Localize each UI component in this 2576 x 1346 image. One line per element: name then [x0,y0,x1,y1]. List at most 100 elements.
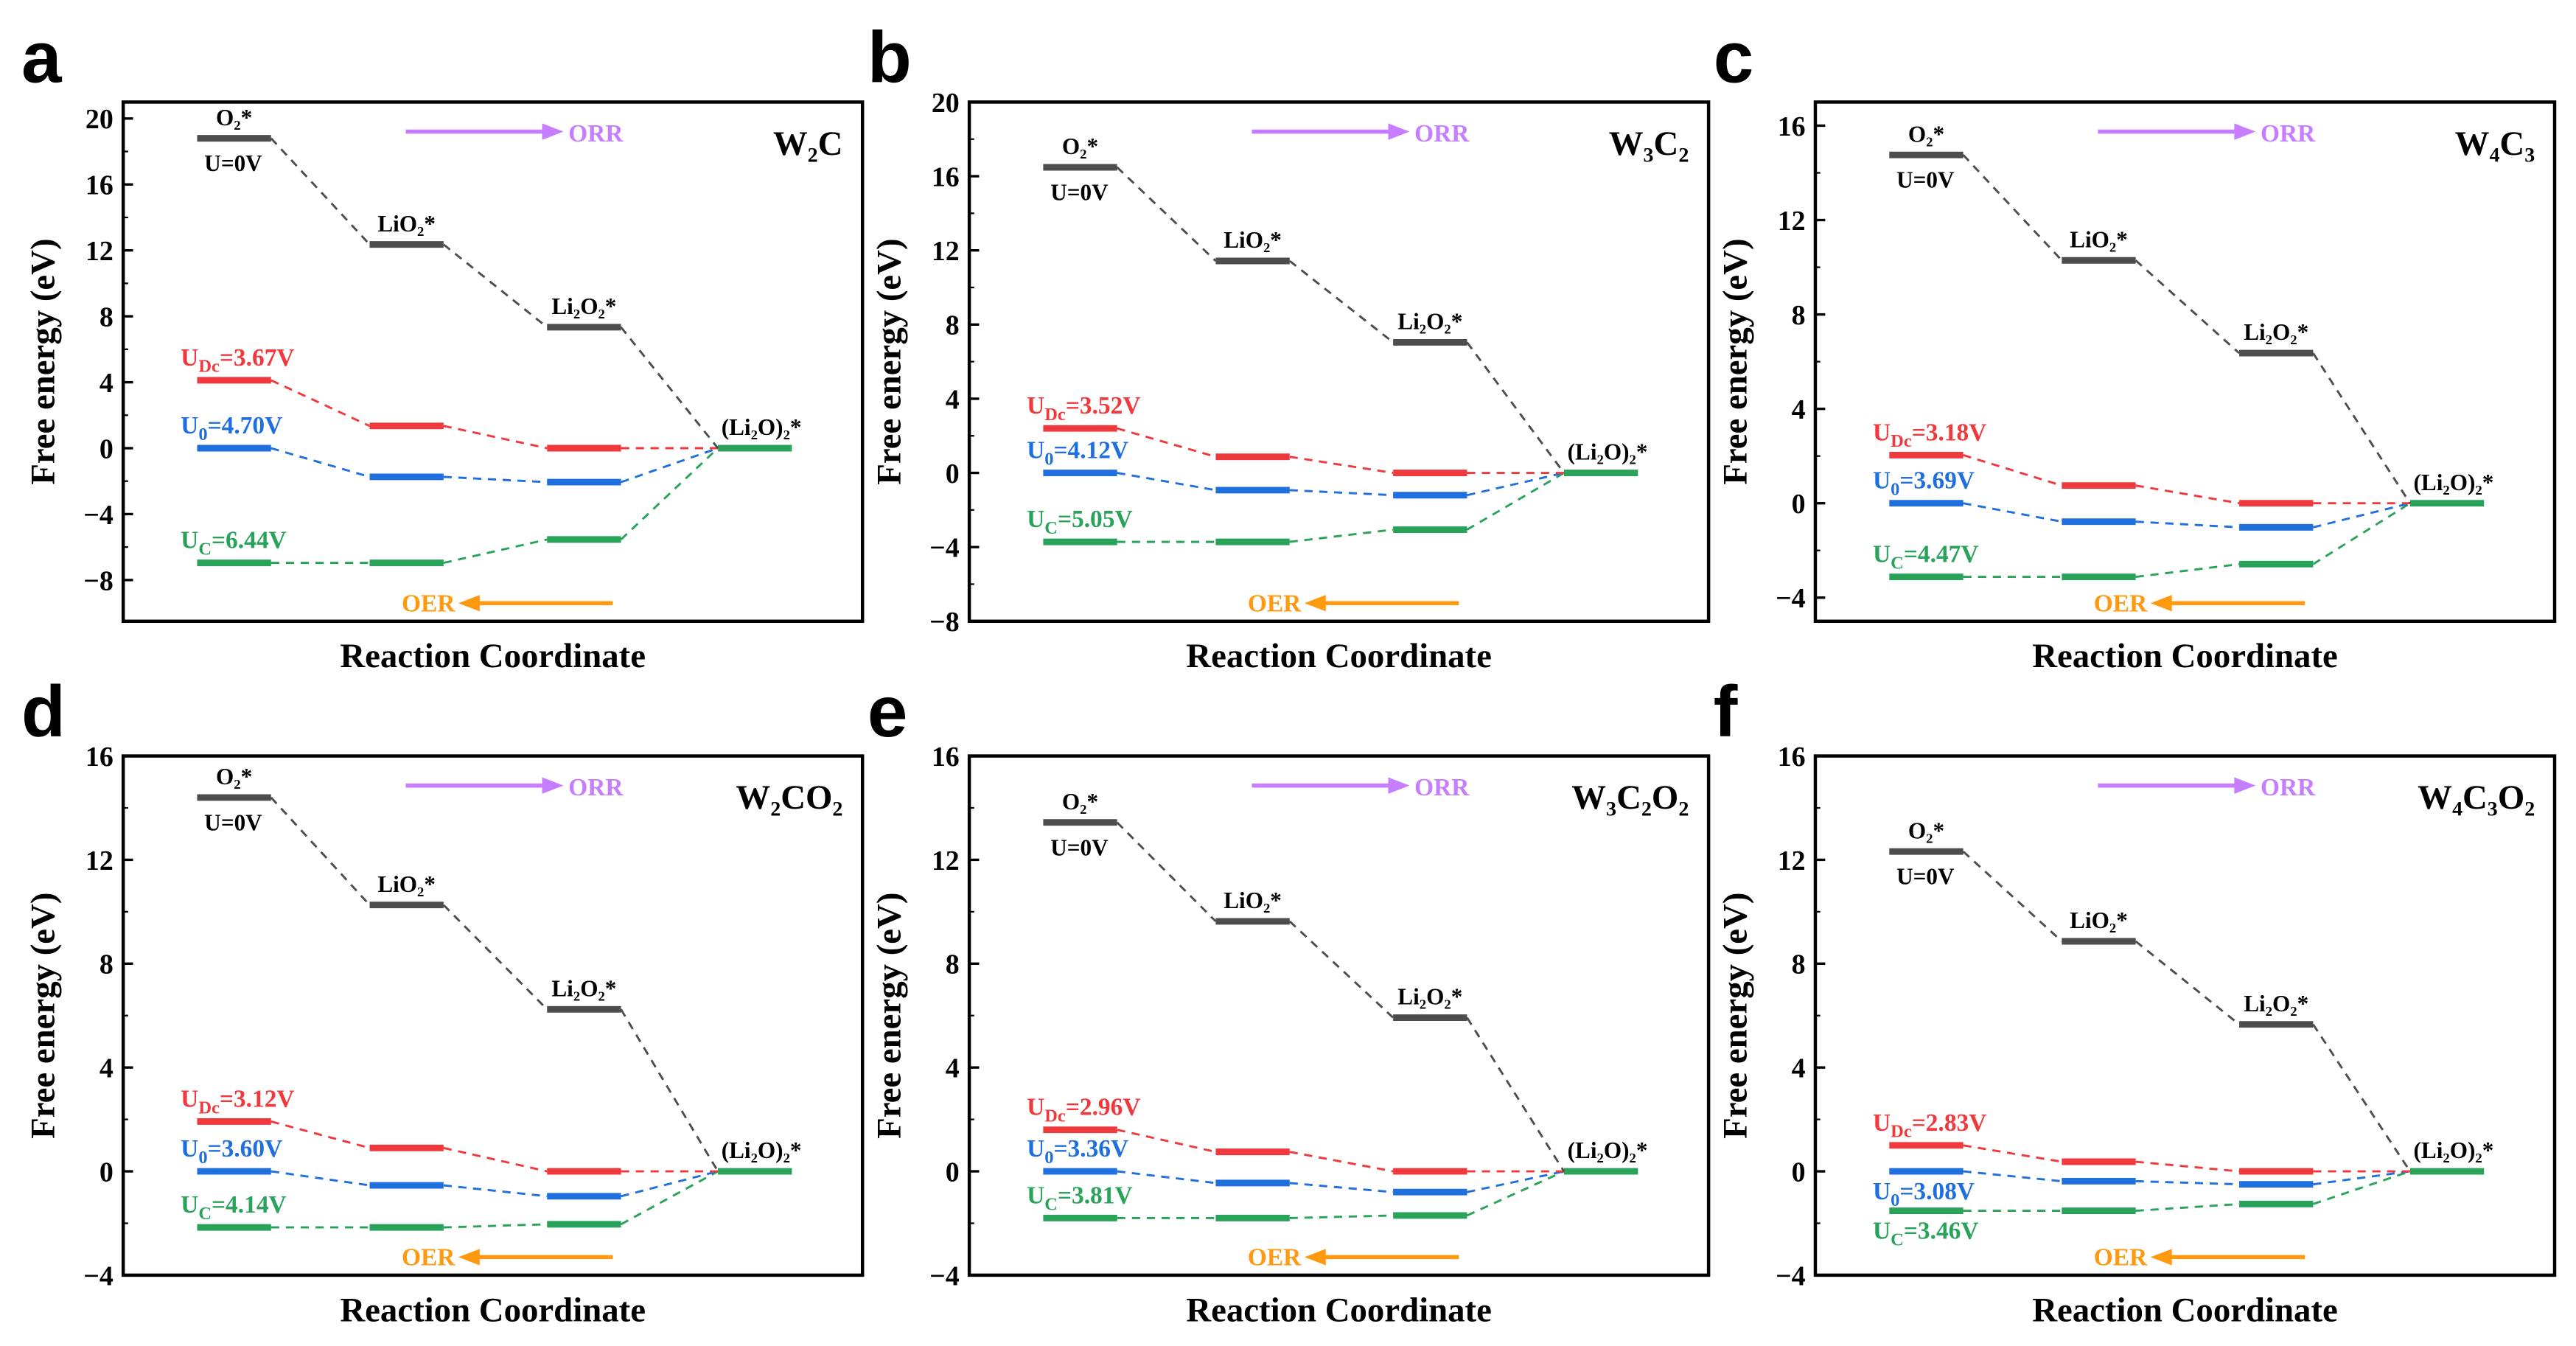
series-Dc: UDc=3.67V [181,344,719,452]
y-tick-label: 8 [1792,949,1806,980]
y-tick-label: 4 [1792,394,1806,425]
potential-label: UC=5.05V [1027,506,1133,538]
y-tick-label: 0 [100,433,114,464]
y-tick-label: 16 [1778,111,1806,142]
potential-label: U0=4.12V [1027,436,1128,469]
oer-label: OER [402,590,455,617]
series-u0v: U=0V [1043,819,1566,1172]
connector [2135,1202,2240,1213]
connector [2135,259,2241,355]
step-label: (Li₂O)₂* [1568,439,1648,465]
series-0: U0=3.08V [1873,1168,2411,1210]
orr-arrowhead [542,123,564,140]
step-label: Li₂O₂* [551,293,616,319]
connector [1963,1144,2062,1163]
oer-label: OER [402,1244,455,1272]
step-label: Li₂O₂* [1397,984,1462,1010]
potential-subscript: Dc [1044,1106,1066,1126]
potential-subscript: Dc [1891,431,1912,451]
series-u0v: U=0V [1043,164,1566,474]
panel-letter: b [868,17,912,98]
connector [443,538,548,565]
y-tick-label: −4 [83,500,114,531]
oer-arrowhead [2150,595,2172,612]
potential-label: U=0V [204,150,262,176]
series-u0v: U=0V [1889,848,2412,1172]
step-label: LiO₂* [377,211,436,237]
step-label: (Li₂O)₂* [722,414,802,440]
y-tick-label: 0 [1792,489,1806,520]
potential-subscript: 0 [198,425,207,444]
y-axis-label: Free energy (eV) [870,893,908,1139]
series-0: U0=4.70V [181,412,719,486]
oer-label: OER [1248,590,1302,617]
y-tick-label: 16 [932,161,960,192]
connector [1116,821,1217,922]
connector [1963,502,2062,523]
connector [1116,166,1217,262]
y-axis-label: Free energy (eV) [870,238,908,484]
series-0: U0=3.36V [1027,1135,1565,1196]
panel-b: b −8 −4 0 4 8 12 16 20 Free energy (eV) Reaction C… [868,17,1711,675]
y-tick-label: 16 [85,742,114,773]
potential-label: U0=3.69V [1873,467,1975,500]
potential-subscript: C [1044,1194,1058,1214]
panel-letter: c [1714,17,1754,98]
potential-value: =4.12V [1053,436,1128,464]
y-tick-label: 0 [946,458,960,489]
step-label: LiO₂* [1224,888,1282,913]
potential-subscript: C [198,539,212,559]
y-tick-label: −4 [1776,583,1806,614]
x-axis-label: Reaction Coordinate [1186,637,1492,675]
connector [620,1008,719,1172]
potential-label: UDc=2.83V [1873,1109,1986,1142]
oer-arrowhead [458,1249,480,1266]
series-C: UC=3.81V [1027,1168,1638,1221]
connector [270,1120,370,1149]
potential-label: U=0V [204,809,262,835]
connector [2312,1170,2411,1205]
potential-subscript: Dc [1044,405,1066,425]
panel-d: d −4 0 4 8 12 16 Free energy (eV) Reaction Coord… [21,671,865,1329]
potential-label: U=0V [1896,167,1955,193]
potential-value: =3.08V [1899,1178,1975,1205]
panel-title: W₃C₂O₂ [1571,778,1689,817]
oer-label: OER [1248,1244,1302,1272]
potential-subscript: C [198,1204,212,1224]
connector [2135,520,2240,529]
potential-label: UC=6.44V [181,527,287,559]
panel-e: e −4 0 4 8 12 16 Free energy (eV) Reaction Coord… [868,671,1711,1329]
potential-value: =6.44V [212,527,287,554]
orr-arrowhead [2234,777,2256,794]
x-axis-label: Reaction Coordinate [2032,1291,2338,1329]
connector [270,379,371,428]
y-tick-label: 0 [946,1157,960,1188]
y-tick-label: −4 [1776,1260,1806,1291]
oer-arrowhead [1304,595,1326,612]
oer-arrowhead [1304,1249,1326,1266]
connector [1289,529,1394,543]
connector [2312,1023,2412,1172]
y-tick-label: 20 [85,104,114,135]
potential-label: U=0V [1896,864,1955,890]
connector [1467,472,1565,497]
panel-a: a −8 −4 0 4 8 12 16 20 Free energy (eV) Reaction C… [21,17,865,675]
y-tick-label: 16 [85,170,114,201]
y-tick-label: 12 [85,845,114,876]
step-label: (Li₂O)₂* [2414,1137,2494,1163]
y-axis-label: Free energy (eV) [1716,238,1754,484]
step-label: O₂* [1062,789,1098,815]
connector [1289,1151,1394,1173]
orr-label: ORR [1414,774,1470,801]
connector [621,1170,719,1198]
potential-label: UC=3.46V [1873,1217,1979,1249]
step-label: LiO₂* [2070,907,2128,933]
potential-value: =3.18V [1912,419,1987,446]
step-label: (Li₂O)₂* [2414,470,2494,495]
connector [1289,456,1394,474]
connector [1962,154,2063,262]
y-tick-label: 8 [100,301,114,332]
potential-value: =3.52V [1066,392,1141,419]
orr-label: ORR [1414,120,1470,147]
